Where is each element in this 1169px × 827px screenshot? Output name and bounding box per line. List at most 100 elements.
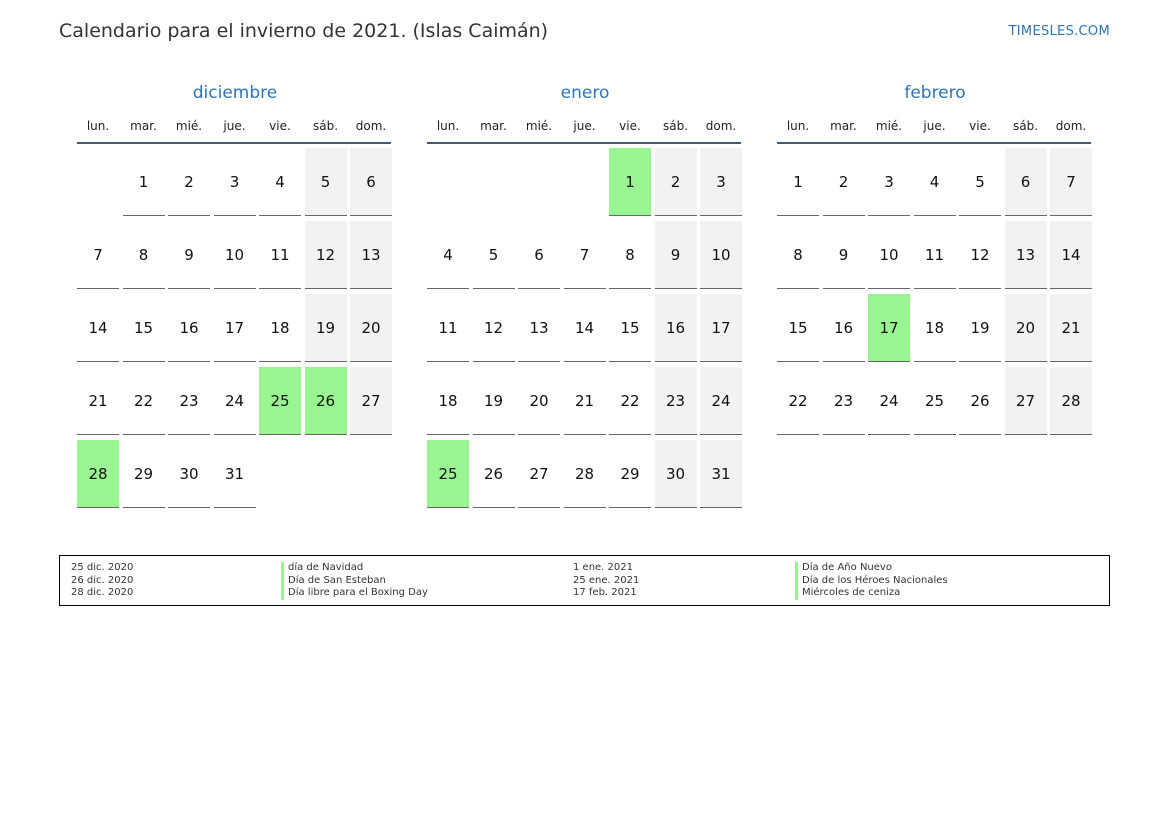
day-cell[interactable]: 12 xyxy=(472,294,515,362)
day-cell[interactable]: 22 xyxy=(609,367,651,435)
day-cell[interactable]: 25 xyxy=(913,367,956,435)
day-cell[interactable]: 28 xyxy=(563,440,606,508)
day-cell[interactable]: 13 xyxy=(518,294,560,362)
day-cell[interactable]: 30 xyxy=(168,440,210,508)
day-cell[interactable]: 14 xyxy=(1050,221,1092,289)
day-cell[interactable]: 31 xyxy=(700,440,742,508)
day-cell[interactable]: 11 xyxy=(427,294,469,362)
day-cell[interactable]: 22 xyxy=(122,367,165,435)
day-cell[interactable]: 16 xyxy=(654,294,697,362)
day-cell[interactable]: 5 xyxy=(304,148,347,216)
day-cell[interactable]: 15 xyxy=(609,294,651,362)
day-cell[interactable]: 9 xyxy=(168,221,210,289)
day-cell[interactable]: 10 xyxy=(700,221,742,289)
day-cell[interactable]: 6 xyxy=(518,221,560,289)
day-cell[interactable]: 23 xyxy=(822,367,865,435)
day-cell[interactable]: 6 xyxy=(350,148,392,216)
day-cell[interactable]: 11 xyxy=(913,221,956,289)
day-cell[interactable]: 7 xyxy=(1050,148,1092,216)
day-cell[interactable]: 7 xyxy=(563,221,606,289)
day-cell[interactable]: 23 xyxy=(654,367,697,435)
day-cell[interactable]: 30 xyxy=(654,440,697,508)
day-cell[interactable]: 4 xyxy=(259,148,301,216)
day-cell[interactable]: 3 xyxy=(700,148,742,216)
day-cell[interactable]: 24 xyxy=(700,367,742,435)
holiday-day-cell[interactable]: 26 xyxy=(304,367,347,435)
day-cell[interactable]: 26 xyxy=(472,440,515,508)
day-cell[interactable]: 3 xyxy=(868,148,910,216)
holiday-day-cell[interactable]: 1 xyxy=(609,148,651,216)
day-cell[interactable]: 3 xyxy=(213,148,256,216)
day-cell[interactable]: 11 xyxy=(259,221,301,289)
day-cell[interactable]: 10 xyxy=(213,221,256,289)
legend-names-left: día de Navidad Día de San Esteban Día li… xyxy=(281,562,428,600)
day-cell[interactable]: 27 xyxy=(350,367,392,435)
day-cell[interactable]: 2 xyxy=(654,148,697,216)
legend-holiday-name: Miércoles de ceniza xyxy=(795,587,948,600)
day-cell[interactable]: 14 xyxy=(563,294,606,362)
day-cell[interactable]: 14 xyxy=(77,294,119,362)
day-cell[interactable]: 17 xyxy=(213,294,256,362)
day-cell[interactable]: 12 xyxy=(304,221,347,289)
day-cell[interactable]: 26 xyxy=(959,367,1001,435)
day-cell[interactable]: 21 xyxy=(1050,294,1092,362)
day-cell[interactable]: 5 xyxy=(472,221,515,289)
day-cell[interactable]: 29 xyxy=(122,440,165,508)
weekday-label: vie. xyxy=(269,119,291,133)
day-cell[interactable]: 20 xyxy=(518,367,560,435)
day-cell[interactable]: 18 xyxy=(427,367,469,435)
day-cell[interactable]: 2 xyxy=(822,148,865,216)
day-cell[interactable]: 9 xyxy=(654,221,697,289)
day-cell[interactable]: 20 xyxy=(1004,294,1047,362)
day-cell[interactable]: 1 xyxy=(777,148,819,216)
day-cell[interactable]: 5 xyxy=(959,148,1001,216)
day-cell[interactable]: 18 xyxy=(913,294,956,362)
holiday-day-cell[interactable]: 25 xyxy=(259,367,301,435)
day-cell[interactable]: 23 xyxy=(168,367,210,435)
day-cell[interactable]: 16 xyxy=(168,294,210,362)
day-cell[interactable]: 24 xyxy=(868,367,910,435)
brand-link[interactable]: TIMESLES.COM xyxy=(1008,24,1110,39)
day-cell[interactable]: 17 xyxy=(700,294,742,362)
holiday-day-cell[interactable]: 28 xyxy=(77,440,119,508)
day-cell[interactable]: 13 xyxy=(350,221,392,289)
day-cell[interactable]: 19 xyxy=(472,367,515,435)
day-cell[interactable]: 4 xyxy=(913,148,956,216)
day-cell[interactable]: 2 xyxy=(168,148,210,216)
day-cell[interactable]: 4 xyxy=(427,221,469,289)
holiday-day-cell[interactable]: 17 xyxy=(868,294,910,362)
weekday-label: mar. xyxy=(480,119,507,133)
weekday-header: lun. mar. mié. jue. vie. sáb. dom. xyxy=(427,119,743,135)
day-cell[interactable]: 18 xyxy=(259,294,301,362)
day-cell[interactable]: 16 xyxy=(822,294,865,362)
legend-date: 26 dic. 2020 xyxy=(71,574,134,586)
day-cell[interactable]: 15 xyxy=(122,294,165,362)
day-cell[interactable]: 8 xyxy=(609,221,651,289)
day-cell[interactable]: 28 xyxy=(1050,367,1092,435)
legend-holiday-name: Día libre para el Boxing Day xyxy=(281,587,428,600)
day-cell[interactable]: 27 xyxy=(1004,367,1047,435)
day-cell[interactable]: 19 xyxy=(959,294,1001,362)
day-cell[interactable]: 9 xyxy=(822,221,865,289)
weekday-label: mié. xyxy=(525,119,553,133)
day-cell[interactable]: 8 xyxy=(777,221,819,289)
day-cell[interactable]: 13 xyxy=(1004,221,1047,289)
day-cell[interactable]: 7 xyxy=(77,221,119,289)
day-cell[interactable]: 1 xyxy=(122,148,165,216)
holiday-day-cell[interactable]: 25 xyxy=(427,440,469,508)
day-cell[interactable]: 21 xyxy=(563,367,606,435)
legend-dates-left: 25 dic. 2020 26 dic. 2020 28 dic. 2020 xyxy=(71,562,133,600)
day-cell[interactable]: 27 xyxy=(518,440,560,508)
day-cell[interactable]: 29 xyxy=(609,440,651,508)
day-cell[interactable]: 15 xyxy=(777,294,819,362)
day-cell[interactable]: 10 xyxy=(868,221,910,289)
day-cell[interactable]: 6 xyxy=(1004,148,1047,216)
day-cell[interactable]: 31 xyxy=(213,440,256,508)
day-cell[interactable]: 19 xyxy=(304,294,347,362)
day-cell[interactable]: 8 xyxy=(122,221,165,289)
day-cell[interactable]: 22 xyxy=(777,367,819,435)
day-cell[interactable]: 24 xyxy=(213,367,256,435)
day-cell[interactable]: 20 xyxy=(350,294,392,362)
day-cell[interactable]: 12 xyxy=(959,221,1001,289)
day-cell[interactable]: 21 xyxy=(77,367,119,435)
